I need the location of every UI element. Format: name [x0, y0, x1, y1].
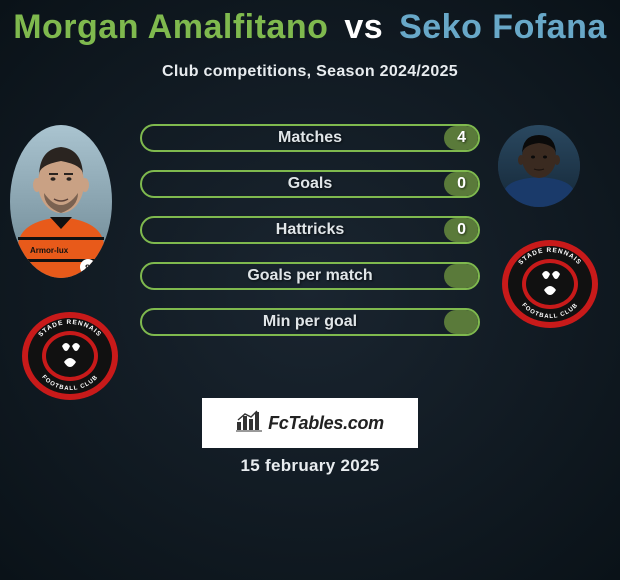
stat-bar: Matches 4	[140, 124, 480, 152]
subtitle: Club competitions, Season 2024/2025	[0, 63, 620, 81]
page-title: Morgan Amalfitano vs Seko Fofana	[0, 0, 620, 47]
stat-bar: Goals 0	[140, 170, 480, 198]
avatar-illustration: Armor-lux 8	[10, 125, 112, 278]
brand-badge: FcTables.com	[202, 398, 418, 448]
stat-label: Hattricks	[276, 221, 344, 239]
stat-row: Matches 4	[140, 124, 480, 152]
stats-panel: Matches 4 Goals 0 Hattricks 0 Goals per …	[140, 124, 480, 354]
crest-icon: STADE RENNAIS FOOTBALL CLUB	[20, 310, 120, 402]
player1-avatar: Armor-lux 8	[10, 125, 112, 278]
vs-label: vs	[344, 8, 383, 46]
stat-row: Goals per match	[140, 262, 480, 290]
stat-row: Min per goal	[140, 308, 480, 336]
stat-value: 0	[457, 221, 466, 239]
avatar-illustration	[498, 125, 580, 207]
stat-fill	[444, 310, 478, 334]
player2-avatar	[498, 125, 580, 207]
stat-bar: Hattricks 0	[140, 216, 480, 244]
stat-label: Goals per match	[247, 267, 372, 285]
club-crest-right: STADE RENNAIS FOOTBALL CLUB	[500, 238, 600, 330]
stat-label: Goals	[288, 175, 332, 193]
club-crest-left: STADE RENNAIS FOOTBALL CLUB	[20, 310, 120, 402]
date-label: 15 february 2025	[0, 456, 620, 476]
crest-icon: STADE RENNAIS FOOTBALL CLUB	[500, 238, 600, 330]
brand-text: FcTables.com	[268, 413, 384, 434]
stat-bar: Goals per match	[140, 262, 480, 290]
svg-text:8: 8	[85, 263, 90, 273]
stat-row: Hattricks 0	[140, 216, 480, 244]
stat-value: 0	[457, 175, 466, 193]
player1-name: Morgan Amalfitano	[13, 8, 328, 46]
stat-bar: Min per goal	[140, 308, 480, 336]
comparison-card: Morgan Amalfitano vs Seko Fofana Club co…	[0, 0, 620, 580]
player2-name: Seko Fofana	[399, 8, 607, 46]
stat-value: 4	[457, 129, 466, 147]
stat-row: Goals 0	[140, 170, 480, 198]
stat-label: Matches	[278, 129, 342, 147]
stat-fill	[444, 264, 478, 288]
bar-chart-icon	[236, 410, 262, 437]
stat-label: Min per goal	[263, 313, 357, 331]
svg-text:Armor-lux: Armor-lux	[30, 246, 69, 255]
